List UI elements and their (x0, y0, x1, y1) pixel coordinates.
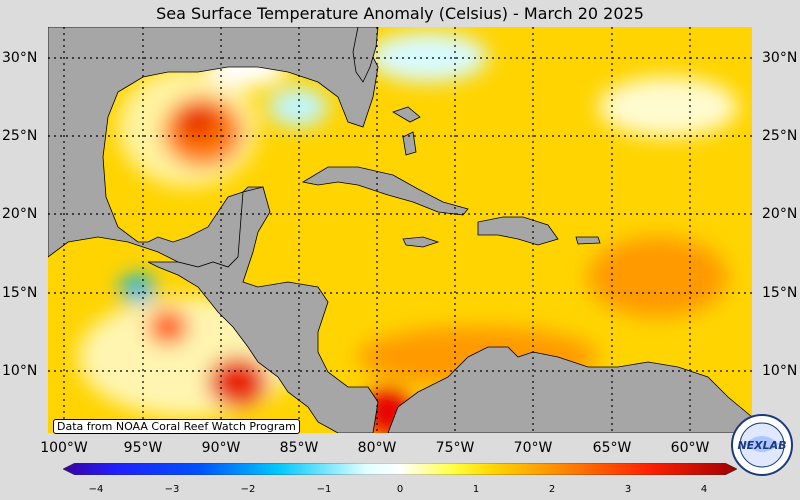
lat-label-10n: 10°N (2, 363, 38, 379)
anomaly-field (78, 32, 738, 433)
colorbar-tick-4: 4 (700, 484, 708, 495)
florida-land (352, 27, 379, 83)
lon-label-85w: 85°W (279, 440, 319, 456)
lon-label-100w: 100°W (40, 440, 88, 456)
lat-label-30n: 30°N (2, 50, 38, 66)
colorbar-tick-neg1: −1 (316, 484, 332, 495)
graticule (48, 27, 752, 433)
nexlab-logo: NEXLAB (731, 414, 793, 476)
lat-label-15n: 15°N (2, 285, 38, 301)
colorbar-gradient (63, 463, 737, 475)
pacific-hot-anomaly (208, 357, 268, 407)
lon-label-65w: 65°W (592, 440, 632, 456)
lon-label-70w: 70°W (513, 440, 553, 456)
colorbar-tick-0: 0 (396, 484, 404, 495)
lon-label-80w: 80°W (357, 440, 397, 456)
gulf-cool-anomaly (268, 87, 328, 127)
hispaniola-land (477, 216, 559, 246)
colorbar-tick-2: 2 (548, 484, 556, 495)
colorbar-tick-1: 1 (472, 484, 480, 495)
jamaica-land (402, 236, 440, 248)
colorbar-tick-neg4: −4 (88, 484, 104, 495)
caribbean-warm-anomaly (588, 237, 728, 317)
atlantic-neutral-anomaly (598, 77, 738, 137)
data-credit-label: Data from NOAA Coral Reef Watch Program (53, 419, 300, 434)
sst-anomaly-map (48, 27, 752, 433)
gulf-hot-anomaly (178, 104, 218, 140)
lat-label-20n-right: 20°N (762, 206, 798, 222)
lat-label-25n-right: 25°N (762, 128, 798, 144)
central-america-land (147, 186, 379, 433)
colorbar-tick-neg3: −3 (164, 484, 180, 495)
lon-label-95w: 95°W (123, 440, 163, 456)
colorbar-tick-3: 3 (624, 484, 632, 495)
south-america-land (387, 346, 752, 433)
colorbar-tick-neg2: −2 (240, 484, 256, 495)
lat-label-20n: 20°N (2, 206, 38, 222)
pacific-warm-anomaly (148, 309, 188, 345)
lon-label-75w: 75°W (435, 440, 475, 456)
lat-label-10n-right: 10°N (762, 363, 798, 379)
puerto-rico-land (575, 236, 601, 245)
lon-label-90w: 90°W (201, 440, 241, 456)
colorbar (63, 463, 737, 475)
lon-label-60w: 60°W (670, 440, 710, 456)
lat-label-25n: 25°N (2, 128, 38, 144)
bahamas-land (402, 131, 417, 156)
map-title: Sea Surface Temperature Anomaly (Celsius… (156, 4, 644, 23)
pacific-cold-anomaly (120, 275, 156, 303)
land (48, 27, 752, 433)
bahamas-land (392, 106, 421, 123)
lat-label-15n-right: 15°N (762, 285, 798, 301)
atlantic-cool-anomaly (368, 32, 488, 82)
lat-label-30n-right: 30°N (762, 50, 798, 66)
cuba-land (301, 166, 469, 216)
logo-text: NEXLAB (737, 439, 786, 452)
